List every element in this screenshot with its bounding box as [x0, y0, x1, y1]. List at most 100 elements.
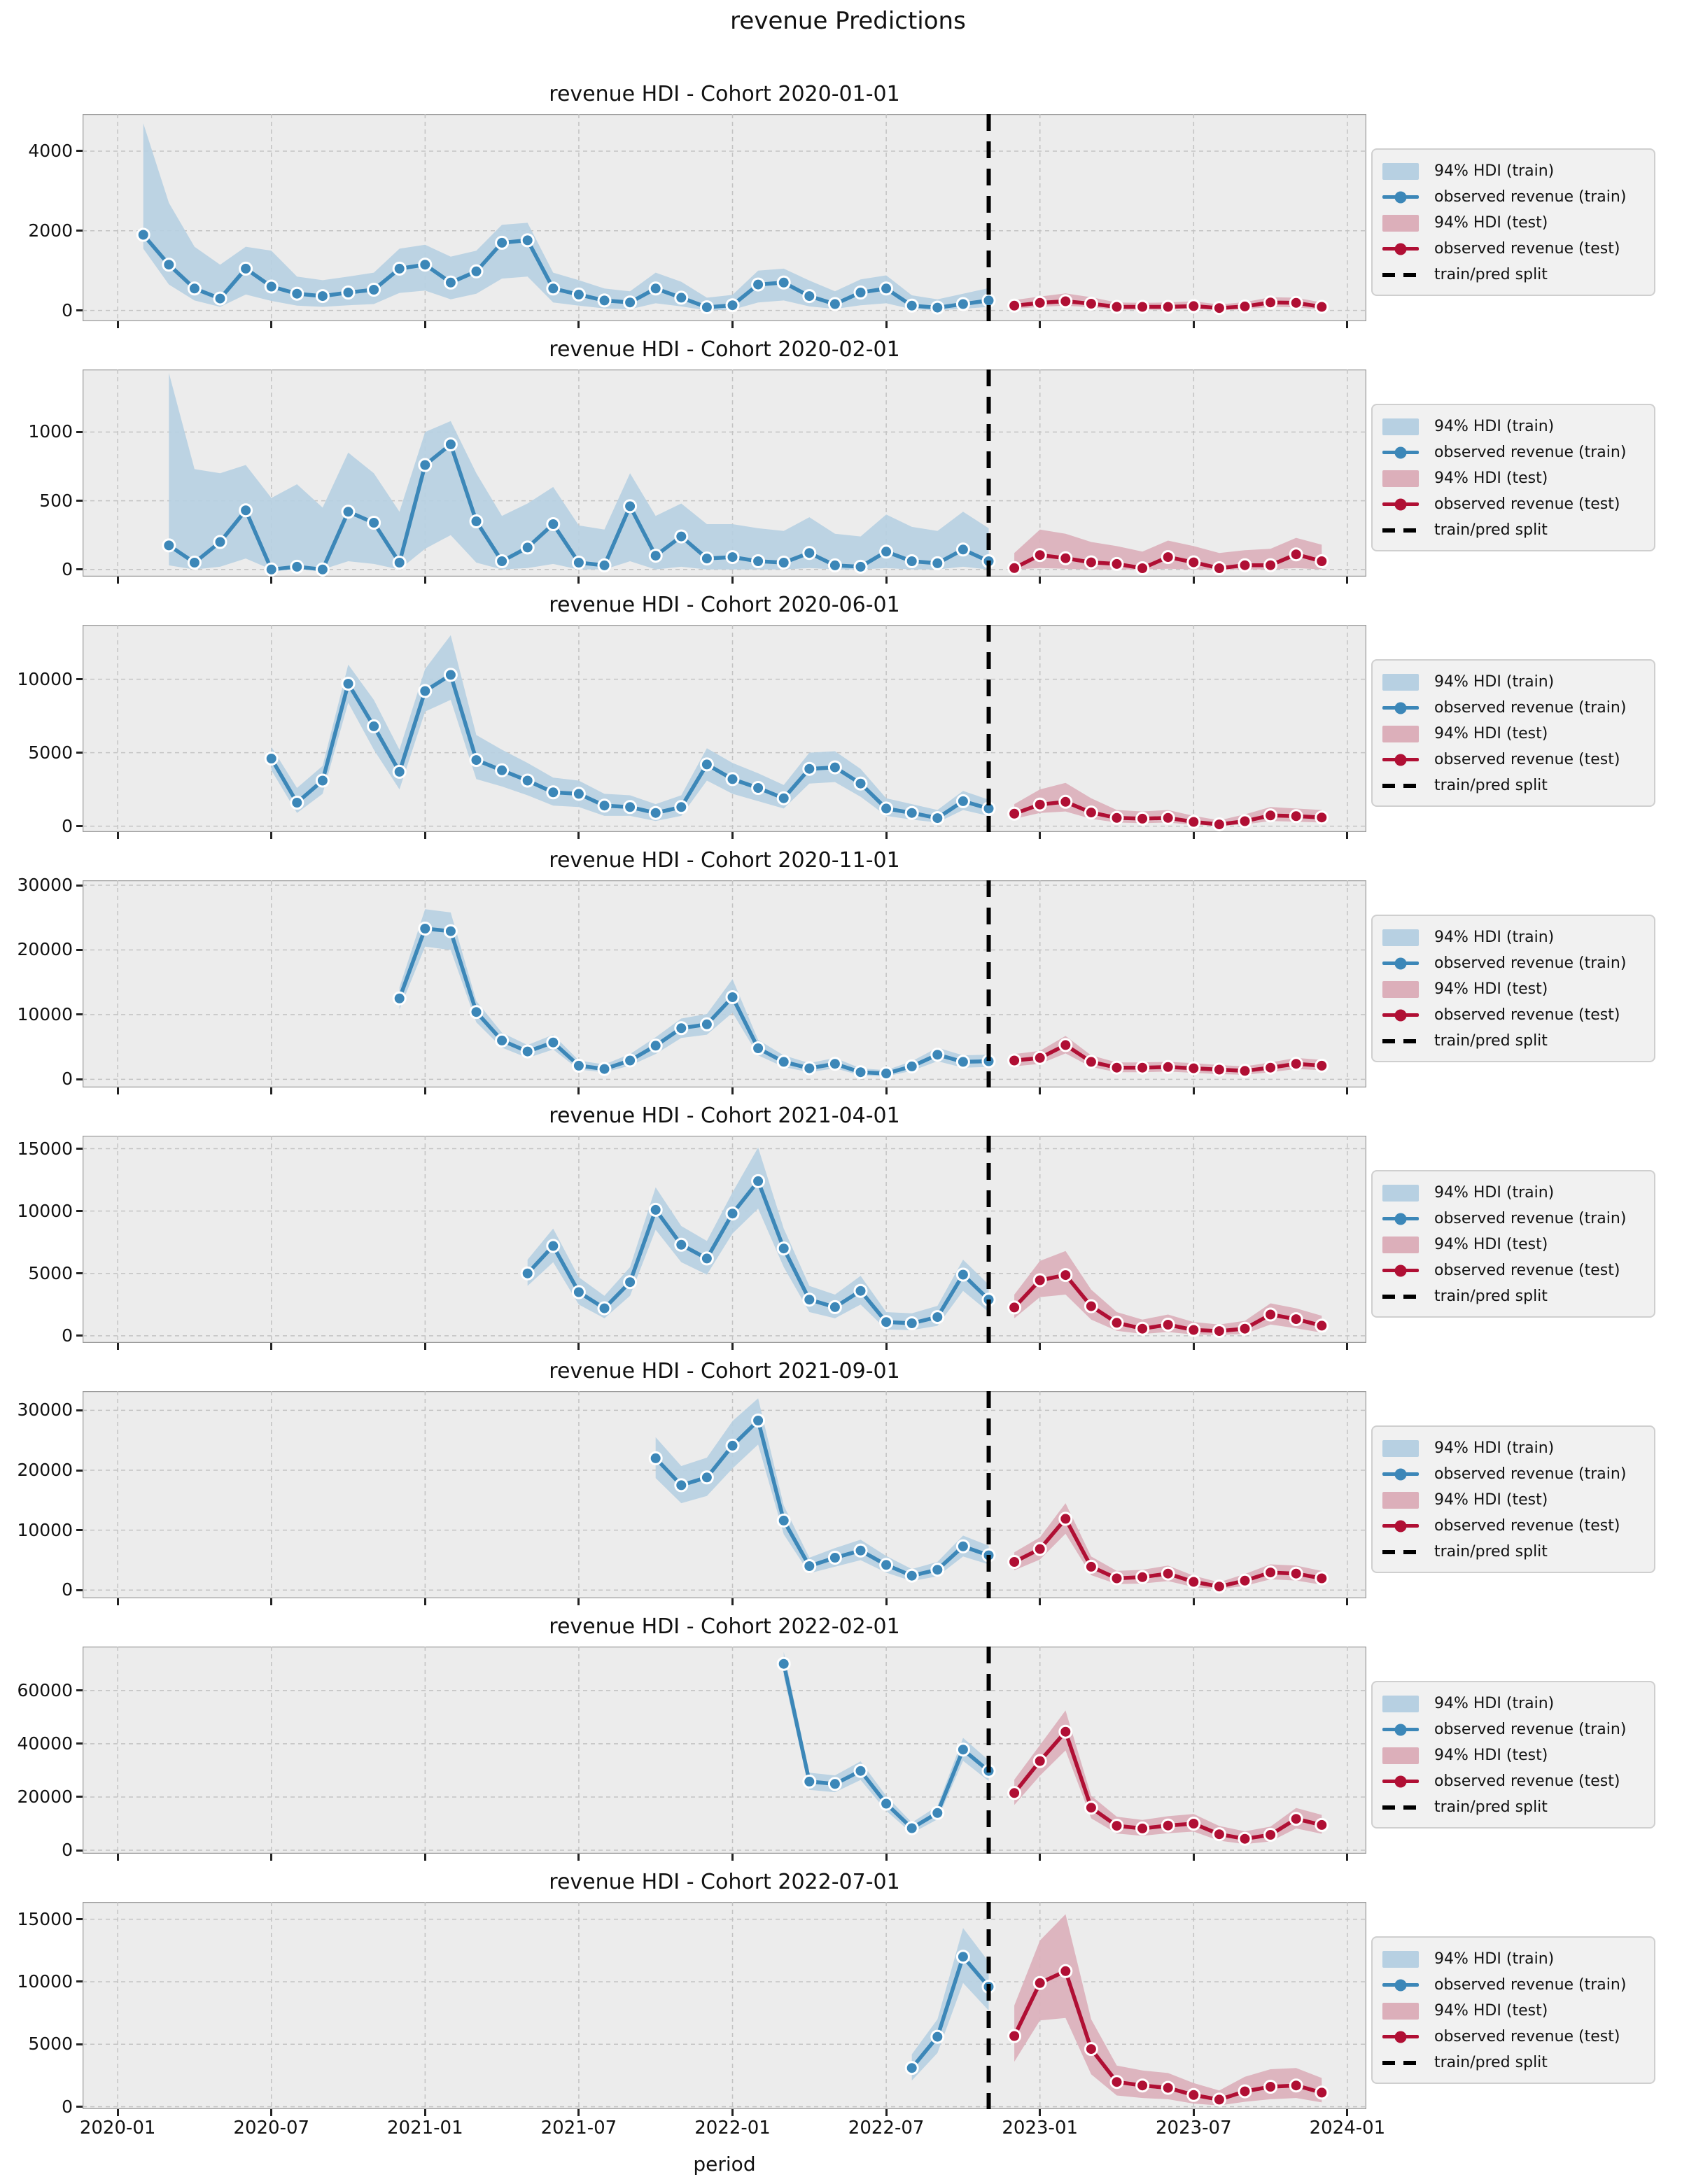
test-hdi-swatch-icon	[1382, 1491, 1419, 1509]
legend-label: observed revenue (train)	[1434, 699, 1627, 717]
observed-train-marker	[315, 562, 330, 577]
subplot-title: revenue HDI - Cohort 2020-11-01	[549, 848, 900, 873]
observed-test-marker	[1263, 295, 1278, 310]
y-tick-label: 0	[62, 558, 73, 579]
observed-train-marker	[571, 287, 586, 302]
observed-test-marker	[1084, 555, 1098, 570]
test-line-dot-swatch-icon	[1382, 1773, 1419, 1790]
observed-test-marker	[1289, 295, 1303, 310]
legend-item-split-dashed-line: train/pred split	[1382, 262, 1647, 288]
y-tick-mark	[76, 1849, 83, 1852]
observed-test-marker	[1289, 1566, 1303, 1581]
observed-train-marker	[648, 805, 663, 820]
observed-train-marker	[802, 1774, 817, 1789]
x-tick-mark	[1192, 1087, 1195, 1094]
axes-frame	[83, 625, 1366, 832]
test-line-dot-swatch-icon	[1382, 496, 1419, 513]
y-tick-label: 0	[62, 300, 73, 320]
observed-test-marker	[1135, 1821, 1150, 1836]
x-tick-mark	[885, 1598, 888, 1605]
observed-train-marker	[674, 1237, 689, 1252]
observed-train-marker	[879, 1796, 894, 1811]
train-hdi-swatch-icon	[1382, 673, 1419, 691]
legend-item-train-patch: 94% HDI (train)	[1382, 158, 1647, 184]
train-hdi-swatch-icon	[1382, 1439, 1419, 1457]
y-tick-label: 5000	[28, 1262, 73, 1283]
x-tick-mark	[116, 1598, 119, 1605]
observed-train-marker	[751, 1174, 766, 1188]
observed-test-marker	[1161, 1818, 1175, 1833]
observed-train-marker	[981, 293, 996, 308]
observed-train-marker	[418, 458, 433, 472]
observed-train-marker	[571, 1285, 586, 1299]
observed-train-marker	[955, 1267, 970, 1282]
x-tick-mark	[577, 1087, 580, 1094]
legend-item-test-line-dot: observed revenue (test)	[1382, 1768, 1647, 1794]
observed-train-marker	[955, 297, 970, 311]
y-tick-mark	[76, 1588, 83, 1591]
x-tick-mark	[1192, 832, 1195, 839]
x-tick-mark	[1192, 577, 1195, 584]
observed-train-marker	[853, 776, 868, 791]
observed-train-marker	[827, 760, 842, 775]
observed-test-marker	[1263, 1307, 1278, 1322]
observed-test-marker	[1135, 1321, 1150, 1336]
observed-test-marker	[1109, 2075, 1124, 2090]
y-tick-label: 20000	[17, 1786, 73, 1807]
observed-train-marker	[904, 805, 919, 820]
observed-train-marker	[776, 791, 791, 805]
observed-train-marker	[187, 281, 202, 296]
x-tick-mark	[577, 2109, 580, 2116]
legend: 94% HDI (train) observed revenue (train) 9…	[1371, 1936, 1655, 2084]
legend-label: train/pred split	[1434, 777, 1548, 794]
x-tick-mark	[885, 1854, 888, 1861]
observed-test-marker	[1161, 1059, 1175, 1074]
y-tick-label: 0	[62, 2096, 73, 2117]
observed-train-marker	[930, 811, 945, 826]
observed-test-marker	[1186, 1323, 1201, 1337]
x-tick-mark	[731, 2109, 734, 2116]
y-tick-mark	[76, 1689, 83, 1692]
x-tick-mark	[1346, 1854, 1349, 1861]
y-tick-mark	[76, 1796, 83, 1798]
x-tick-mark	[116, 832, 119, 839]
x-tick-mark	[1346, 2109, 1349, 2116]
observed-test-marker	[1032, 1754, 1047, 1768]
x-tick-mark	[577, 1343, 580, 1350]
observed-train-marker	[879, 281, 894, 296]
y-tick-mark	[76, 1742, 83, 1745]
observed-test-marker	[1263, 1060, 1278, 1075]
legend-item-test-line-dot: observed revenue (test)	[1382, 747, 1647, 773]
observed-train-marker	[776, 1513, 791, 1528]
observed-train-marker	[648, 281, 663, 296]
observed-test-marker	[1161, 810, 1175, 825]
observed-train-marker	[904, 1568, 919, 1583]
observed-train-marker	[648, 1451, 663, 1465]
test-hdi-band	[1014, 1914, 1322, 2106]
observed-train-marker	[904, 1316, 919, 1330]
observed-train-marker	[546, 1035, 561, 1050]
x-tick-mark	[577, 577, 580, 584]
observed-test-marker	[1084, 2042, 1098, 2057]
legend-item-train-patch: 94% HDI (train)	[1382, 1691, 1647, 1717]
observed-test-marker	[1109, 1819, 1124, 1833]
x-tick-mark	[423, 832, 426, 839]
observed-train-marker	[827, 297, 842, 311]
observed-test-marker	[1007, 561, 1022, 575]
legend-label: train/pred split	[1434, 521, 1548, 539]
observed-train-marker	[879, 1066, 894, 1080]
split-dashed-swatch-icon	[1382, 1033, 1419, 1050]
observed-train-marker	[802, 1559, 817, 1573]
legend-item-train-line-dot: observed revenue (train)	[1382, 1717, 1647, 1742]
observed-train-marker	[699, 1470, 714, 1485]
x-tick-label: 2021-07	[540, 2118, 617, 2139]
legend-item-test-patch: 94% HDI (test)	[1382, 210, 1647, 236]
legend: 94% HDI (train) observed revenue (train) 9…	[1371, 659, 1655, 807]
y-tick-label: 10000	[17, 1200, 73, 1221]
legend-item-test-line-dot: observed revenue (test)	[1382, 236, 1647, 262]
observed-train-marker	[469, 1005, 484, 1020]
legend-item-train-line-dot: observed revenue (train)	[1382, 1972, 1647, 1998]
x-tick-mark	[1346, 577, 1349, 584]
legend: 94% HDI (train) observed revenue (train) 9…	[1371, 1170, 1655, 1318]
y-tick-mark	[76, 500, 83, 502]
